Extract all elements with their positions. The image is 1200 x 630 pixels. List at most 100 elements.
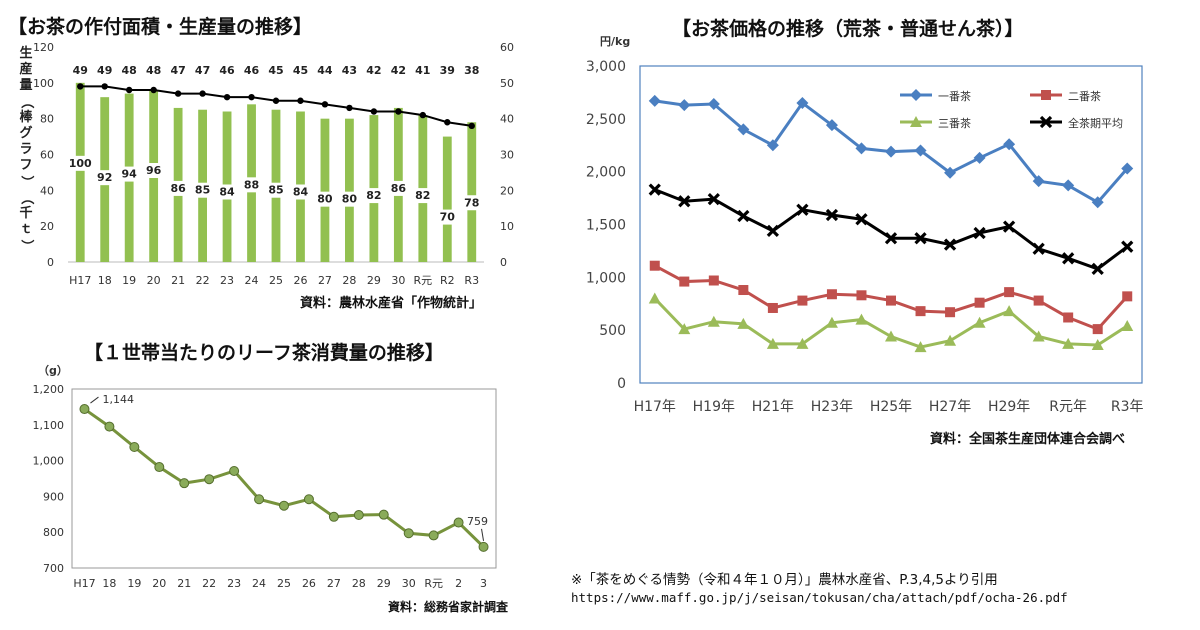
price-y-tick: 2,000 xyxy=(586,165,626,181)
price-point-diamond xyxy=(1032,175,1045,188)
price-point-diamond xyxy=(737,123,750,136)
consumption-point xyxy=(403,528,414,539)
area-line-point xyxy=(395,108,402,115)
price-point-triangle xyxy=(796,337,809,349)
area-x-tick: R2 xyxy=(440,274,455,287)
area-y-left-tick: 0 xyxy=(47,256,54,269)
area-bar-label-bg xyxy=(437,209,458,225)
price-point-triangle xyxy=(944,334,957,346)
area-x-tick: H17 xyxy=(69,274,91,287)
consumption-point xyxy=(104,421,115,432)
price-y-tick: 0 xyxy=(617,376,626,392)
footnote-citation: ※「茶をめぐる情勢（令和４年１０月）」農林水産省、P.3,4,5より引用 xyxy=(571,572,998,588)
price-point-square xyxy=(1122,291,1133,302)
price-legend-label: 三番茶 xyxy=(938,117,971,130)
price-point-square xyxy=(797,295,808,306)
consumption-chart-title: 【１世帯当たりのリーフ茶消費量の推移】 xyxy=(84,342,444,364)
price-chart-svg: 0 500 1,000 1,500 2,000 2,500 3,000 円/kg H17年 H19… xyxy=(586,35,1144,415)
area-y-axis-title-char: フ xyxy=(19,158,33,173)
consumption-x-tick: 30 xyxy=(402,577,416,590)
area-line-label: 41 xyxy=(415,64,430,77)
area-bar-label: 70 xyxy=(440,211,456,224)
price-chart-title: 【お茶価格の推移（荒茶・普通せん茶）】 xyxy=(672,18,1024,40)
area-bar-label: 80 xyxy=(317,193,333,206)
area-y-axis-title-char: 棒 xyxy=(19,110,33,125)
area-x-tick: 24 xyxy=(245,274,259,287)
consumption-x-tick: 2 xyxy=(455,577,462,590)
area-x-tick: 29 xyxy=(367,274,381,287)
price-legend-label: 二番茶 xyxy=(1068,90,1101,103)
area-bar-label-bg xyxy=(66,155,95,171)
price-point-square xyxy=(767,302,778,313)
consumption-x-tick: 27 xyxy=(327,577,341,590)
area-y-right-tick: 40 xyxy=(500,113,514,126)
price-point-square xyxy=(1033,295,1044,306)
consumption-x-tick: 26 xyxy=(302,577,316,590)
area-bar-label-bg xyxy=(95,170,115,186)
price-y-tick: 2,500 xyxy=(586,112,626,128)
price-point-triangle xyxy=(1121,319,1134,331)
price-x-tick: R元年 xyxy=(1049,399,1087,415)
price-point-x xyxy=(1062,252,1075,265)
price-point-x xyxy=(855,213,868,226)
area-line-point xyxy=(272,97,280,104)
price-point-triangle xyxy=(1032,330,1045,342)
price-point-square xyxy=(738,285,749,296)
price-point-x xyxy=(1121,240,1134,253)
area-bar xyxy=(467,122,477,262)
consumption-annotation-last: 759 xyxy=(467,515,488,528)
price-point-triangle xyxy=(914,341,927,353)
consumption-point xyxy=(478,541,489,552)
price-point-diamond xyxy=(766,139,779,152)
area-bar-label-bg xyxy=(462,195,482,211)
area-bar-label-bg xyxy=(241,177,262,193)
price-plot-area xyxy=(639,65,1143,384)
consumption-y-tick: 900 xyxy=(43,490,64,503)
price-point-diamond xyxy=(796,96,809,109)
consumption-x-tick: 22 xyxy=(202,577,216,590)
consumption-point xyxy=(378,509,389,520)
consumption-point xyxy=(229,465,240,476)
area-bar-label: 78 xyxy=(464,196,479,209)
area-chart-title: 【お茶の作付面積・生産量の推移】 xyxy=(8,16,313,38)
area-y-left-tick: 60 xyxy=(40,149,54,162)
price-point-diamond xyxy=(1003,138,1016,151)
area-x-tick: 23 xyxy=(220,274,234,287)
price-point-triangle xyxy=(678,323,691,335)
price-point-triangle xyxy=(766,337,779,349)
price-point-square xyxy=(649,260,660,271)
price-point-x xyxy=(1002,220,1016,233)
footnote-url[interactable]: https://www.maff.go.jp/j/seisan/tokusan/… xyxy=(571,590,1068,605)
price-point-x xyxy=(766,224,780,237)
area-x-tick: 20 xyxy=(147,274,161,287)
price-x-tick: H17年 xyxy=(634,399,676,415)
price-point-diamond xyxy=(707,98,720,111)
area-bar-label-bg xyxy=(192,182,213,198)
consumption-point xyxy=(453,517,464,528)
consumption-x-tick: 24 xyxy=(252,577,266,590)
area-line-label: 46 xyxy=(244,64,260,77)
consumption-annotation-leader xyxy=(481,528,485,541)
area-line-label: 42 xyxy=(366,64,381,77)
area-x-tick: 21 xyxy=(171,274,185,287)
area-y-right-tick: 50 xyxy=(500,77,514,90)
area-y-right-tick: 0 xyxy=(500,256,507,269)
price-point-diamond xyxy=(973,151,986,164)
area-line-label: 39 xyxy=(440,64,455,77)
area-y-axis-title-char: 量 xyxy=(19,78,33,93)
consumption-y-tick: 1,100 xyxy=(33,419,65,432)
consumption-point xyxy=(129,441,140,452)
consumption-annotation-first: 1,144 xyxy=(102,393,133,406)
area-line-point xyxy=(370,108,378,115)
price-point-diamond xyxy=(1091,196,1104,209)
price-point-triangle xyxy=(855,313,868,325)
area-line-label: 48 xyxy=(146,64,161,77)
consumption-annotation-leader xyxy=(90,396,99,404)
area-source: 資料：農林水産省「作物統計」 xyxy=(300,296,483,311)
area-y-right-tick: 20 xyxy=(500,184,514,197)
price-point-square xyxy=(1004,287,1015,298)
price-point-square xyxy=(915,306,926,317)
area-y-axis-title-char: グ xyxy=(19,126,33,141)
area-line-label: 45 xyxy=(293,64,308,77)
price-x-tick: H21年 xyxy=(752,399,794,415)
